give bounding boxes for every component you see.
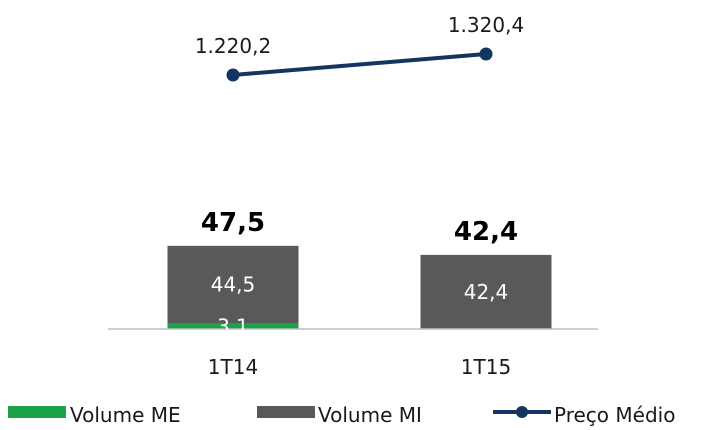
total-label-1t14: 47,5 (201, 208, 265, 238)
price-line-layer: 1.220,2 1.320,4 (195, 13, 524, 82)
legend-label-preco-medio: Preço Médio (554, 403, 675, 427)
legend-swatch-volume-me (8, 406, 66, 418)
legend-marker-preco-medio (516, 406, 528, 418)
price-label-1t15: 1.320,4 (448, 13, 524, 37)
legend-label-volume-mi: Volume MI (318, 403, 422, 427)
price-line (232, 52, 487, 77)
data-label-volume-me-1t14: 3,1 (217, 314, 249, 338)
legend: Volume ME Volume MI Preço Médio (8, 403, 675, 427)
bar-volume-mi-1t14 (167, 245, 299, 324)
price-label-1t14: 1.220,2 (195, 34, 271, 58)
category-label-1t14: 1T14 (208, 355, 258, 379)
data-label-volume-mi-1t14: 44,5 (211, 273, 256, 297)
total-label-1t15: 42,4 (454, 217, 518, 247)
legend-label-volume-me: Volume ME (70, 403, 181, 427)
category-labels: 1T14 1T15 (208, 355, 511, 379)
legend-swatch-volume-mi (257, 406, 315, 418)
category-label-1t15: 1T15 (461, 355, 511, 379)
bar-labels-layer: 3,1 44,5 47,5 42,4 42,4 (201, 208, 518, 338)
bars-layer (167, 245, 552, 329)
price-point-1t15 (479, 47, 493, 61)
data-label-volume-mi-1t15: 42,4 (464, 280, 509, 304)
price-point-1t14 (226, 68, 240, 82)
bar-volume-mi-1t15 (420, 254, 552, 329)
bar-volume-me-1t14 (167, 323, 299, 329)
